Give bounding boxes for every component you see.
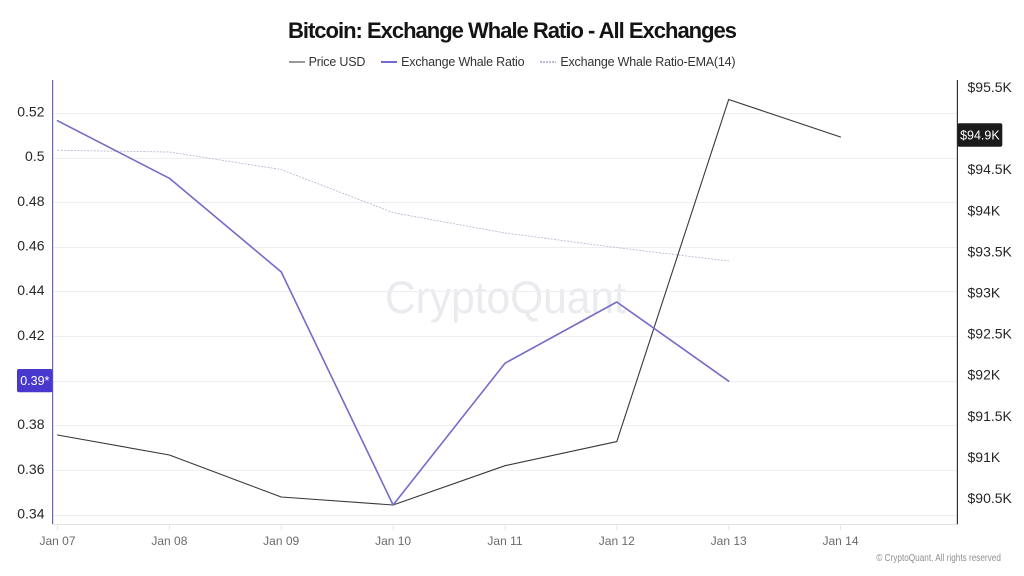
svg-text:$94.5K: $94.5K — [968, 161, 1013, 177]
svg-text:$93K: $93K — [968, 285, 1001, 301]
svg-text:Jan 10: Jan 10 — [375, 534, 411, 548]
svg-text:Jan 08: Jan 08 — [151, 534, 187, 548]
svg-text:0.48: 0.48 — [17, 193, 44, 209]
svg-text:$95.5K: $95.5K — [968, 79, 1013, 95]
svg-text:Jan 11: Jan 11 — [487, 534, 522, 548]
svg-text:0.46: 0.46 — [17, 238, 44, 254]
svg-text:0.5: 0.5 — [25, 148, 45, 164]
svg-text:$90.5K: $90.5K — [968, 490, 1013, 506]
svg-text:$91.5K: $91.5K — [968, 408, 1013, 424]
svg-text:0.36: 0.36 — [17, 461, 44, 477]
svg-text:0.39*: 0.39* — [20, 374, 49, 388]
svg-text:$91K: $91K — [968, 449, 1001, 465]
svg-text:Jan 13: Jan 13 — [711, 534, 747, 548]
svg-text:0.34: 0.34 — [17, 506, 44, 522]
svg-text:$93.5K: $93.5K — [968, 243, 1013, 259]
svg-text:0.38: 0.38 — [17, 416, 44, 432]
svg-text:Jan 07: Jan 07 — [39, 534, 75, 548]
svg-text:Jan 12: Jan 12 — [599, 534, 635, 548]
svg-text:0.44: 0.44 — [17, 282, 44, 298]
svg-text:0.42: 0.42 — [17, 327, 44, 343]
svg-text:0.52: 0.52 — [17, 104, 44, 120]
svg-text:Jan 09: Jan 09 — [263, 534, 299, 548]
svg-text:Jan 14: Jan 14 — [822, 534, 858, 548]
svg-text:$94.9K: $94.9K — [960, 129, 1000, 143]
svg-text:$94K: $94K — [968, 202, 1001, 218]
svg-text:$92.5K: $92.5K — [968, 326, 1013, 342]
svg-text:$92K: $92K — [968, 367, 1001, 383]
